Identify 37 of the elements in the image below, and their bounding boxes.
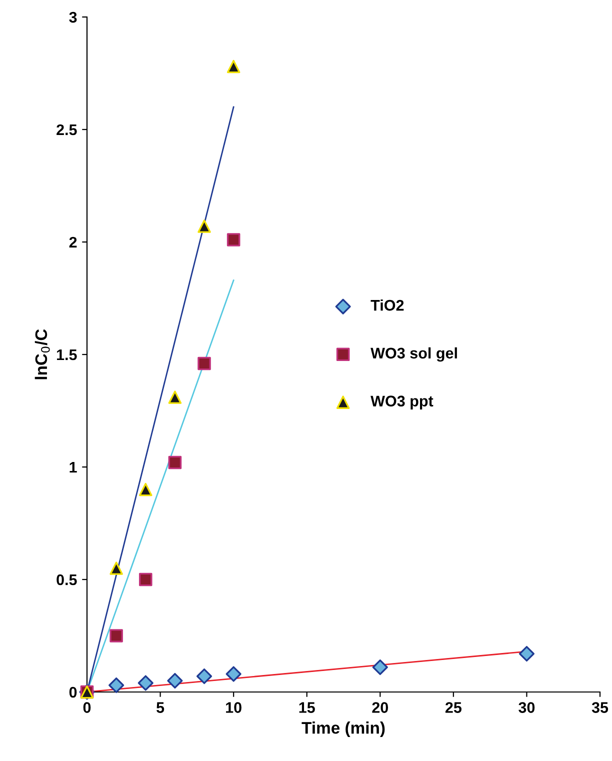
point — [138, 572, 152, 586]
point — [108, 677, 124, 694]
point — [226, 666, 242, 682]
point — [372, 659, 388, 676]
x-tick-label: 25 — [445, 702, 462, 713]
point — [138, 482, 152, 496]
x-tick-label: 15 — [299, 702, 315, 713]
y-tick-label: 1.5 — [57, 350, 77, 360]
point — [226, 233, 240, 246]
x-tick-label: 35 — [592, 702, 608, 713]
x-tick-label: 10 — [226, 702, 242, 713]
legend-label: TiO2 — [370, 299, 404, 311]
x-tick-label: 30 — [518, 702, 535, 713]
point — [168, 390, 182, 404]
point — [110, 562, 123, 575]
y-tick-label: 0.5 — [56, 574, 77, 586]
legend-label: WO3 ppt — [370, 396, 434, 410]
point — [167, 672, 183, 689]
x-tick-label: 0 — [83, 702, 91, 713]
point — [518, 646, 534, 662]
y-tick-label: 2.5 — [56, 124, 77, 136]
x-tick-label: 20 — [372, 702, 388, 713]
y-tick-label: 2 — [69, 236, 77, 248]
point — [226, 60, 240, 74]
point — [198, 220, 211, 233]
y-axis-title: lnC$_{0}$/C — [34, 329, 50, 380]
x-axis-title: Time (min) — [302, 722, 385, 738]
x-tick-label: 5 — [156, 702, 164, 713]
point — [138, 675, 154, 691]
legend-label: WO3 sol gel — [370, 347, 457, 362]
point — [168, 456, 182, 470]
y-tick-label: 0 — [69, 686, 77, 698]
point — [110, 629, 123, 642]
y-tick-label: 3 — [69, 12, 77, 23]
point — [198, 356, 211, 370]
y-tick-label: 1 — [70, 462, 77, 473]
point — [196, 668, 212, 684]
